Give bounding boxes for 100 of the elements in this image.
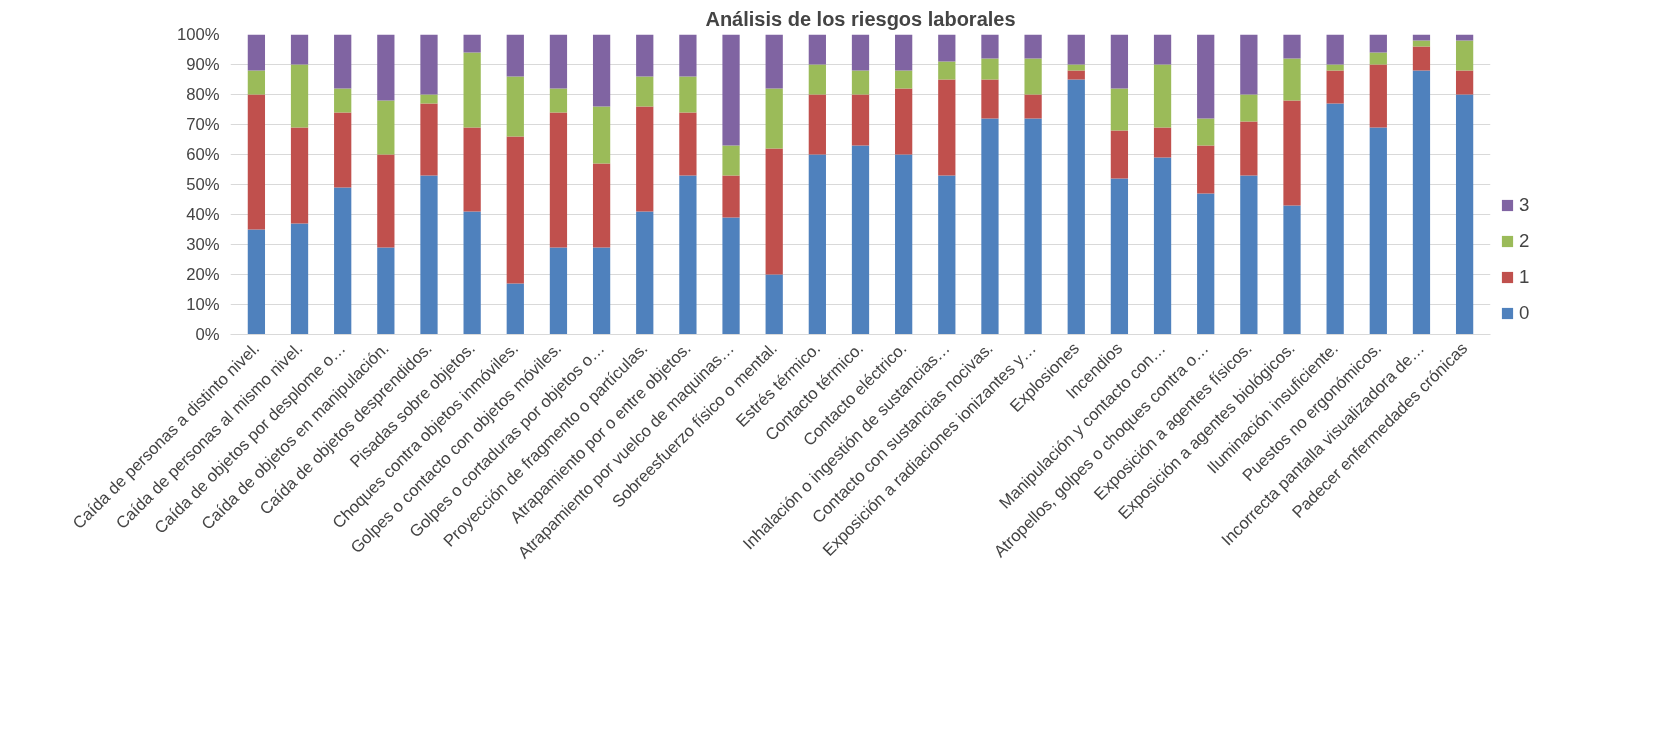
bar bbox=[1240, 94, 1258, 122]
bar bbox=[334, 187, 352, 335]
bar bbox=[895, 154, 913, 335]
y-tick-label: 0% bbox=[195, 325, 220, 344]
bar bbox=[463, 211, 481, 335]
bar bbox=[1197, 34, 1215, 119]
bar bbox=[420, 34, 438, 95]
bar bbox=[1326, 64, 1344, 71]
bar bbox=[1455, 94, 1474, 335]
bar bbox=[334, 88, 352, 113]
bar bbox=[722, 175, 740, 218]
y-tick-label: 50% bbox=[186, 175, 220, 194]
bar bbox=[722, 34, 740, 146]
bar bbox=[1369, 52, 1387, 65]
bar bbox=[636, 106, 654, 212]
bar bbox=[247, 94, 266, 230]
y-tick-label: 60% bbox=[186, 145, 220, 164]
bar bbox=[895, 70, 913, 89]
bar bbox=[1283, 205, 1301, 335]
bar bbox=[377, 34, 395, 101]
bar bbox=[506, 76, 524, 137]
bar bbox=[420, 103, 438, 176]
bar bbox=[1240, 34, 1258, 95]
bar bbox=[1455, 34, 1474, 41]
bar bbox=[1024, 118, 1042, 335]
bar bbox=[808, 34, 826, 65]
y-tick-label: 30% bbox=[186, 235, 220, 254]
bar bbox=[1067, 64, 1085, 71]
legend-label: 0 bbox=[1519, 302, 1531, 324]
bar bbox=[1110, 34, 1129, 89]
bar bbox=[808, 64, 826, 95]
bar bbox=[1197, 193, 1215, 335]
bar bbox=[1326, 70, 1344, 104]
bar bbox=[679, 175, 697, 335]
bar bbox=[722, 217, 740, 335]
bar bbox=[1455, 70, 1474, 95]
bar bbox=[851, 34, 870, 71]
bar bbox=[1283, 100, 1301, 206]
bar bbox=[290, 127, 309, 224]
bar bbox=[1067, 70, 1085, 80]
bar bbox=[1153, 34, 1172, 65]
bar bbox=[1110, 130, 1129, 179]
bar bbox=[765, 274, 783, 335]
bar bbox=[1240, 121, 1258, 176]
bar bbox=[549, 34, 568, 89]
bar bbox=[981, 118, 999, 335]
y-tick-label: 20% bbox=[186, 265, 220, 284]
bar bbox=[679, 112, 697, 176]
bar bbox=[765, 88, 783, 149]
bar bbox=[1024, 58, 1042, 95]
bar bbox=[1110, 178, 1129, 335]
bar bbox=[592, 34, 611, 107]
bar bbox=[1412, 70, 1431, 335]
bar bbox=[506, 34, 524, 77]
bar bbox=[895, 34, 913, 71]
bar bbox=[1197, 118, 1215, 146]
bar bbox=[290, 223, 309, 335]
bar bbox=[636, 211, 654, 335]
bar bbox=[851, 94, 870, 146]
bar bbox=[1024, 94, 1042, 119]
bar bbox=[463, 52, 481, 128]
bar bbox=[463, 127, 481, 212]
y-tick-label: 80% bbox=[186, 85, 220, 104]
bar bbox=[679, 34, 697, 77]
y-tick-label: 40% bbox=[186, 205, 220, 224]
bar bbox=[549, 247, 568, 335]
bar bbox=[377, 154, 395, 248]
bar bbox=[895, 88, 913, 155]
bar bbox=[851, 145, 870, 335]
bar bbox=[636, 76, 654, 107]
legend-label: 3 bbox=[1519, 194, 1531, 216]
bar bbox=[420, 175, 438, 335]
bar bbox=[1412, 34, 1431, 41]
y-tick-label: 70% bbox=[186, 115, 220, 134]
bar bbox=[1153, 157, 1172, 335]
bar bbox=[420, 94, 438, 104]
bar bbox=[1326, 34, 1344, 65]
bar bbox=[938, 79, 956, 176]
bar bbox=[722, 145, 740, 176]
bar bbox=[334, 112, 352, 188]
bar bbox=[1369, 34, 1387, 53]
bar bbox=[506, 283, 524, 335]
bar bbox=[981, 58, 999, 80]
legend-label: 2 bbox=[1519, 230, 1531, 252]
bar bbox=[290, 34, 309, 65]
bar bbox=[506, 136, 524, 284]
bar bbox=[765, 148, 783, 275]
bar bbox=[592, 247, 611, 335]
bar bbox=[1153, 64, 1172, 128]
bar bbox=[1283, 58, 1301, 101]
bar bbox=[592, 106, 611, 164]
bar bbox=[377, 100, 395, 155]
y-tick-label: 10% bbox=[186, 295, 220, 314]
bar bbox=[808, 154, 826, 335]
bar bbox=[247, 34, 266, 71]
bar bbox=[679, 76, 697, 113]
bar bbox=[290, 64, 309, 128]
bar bbox=[981, 34, 999, 59]
bar bbox=[549, 88, 568, 113]
y-tick-label: 90% bbox=[186, 55, 220, 74]
